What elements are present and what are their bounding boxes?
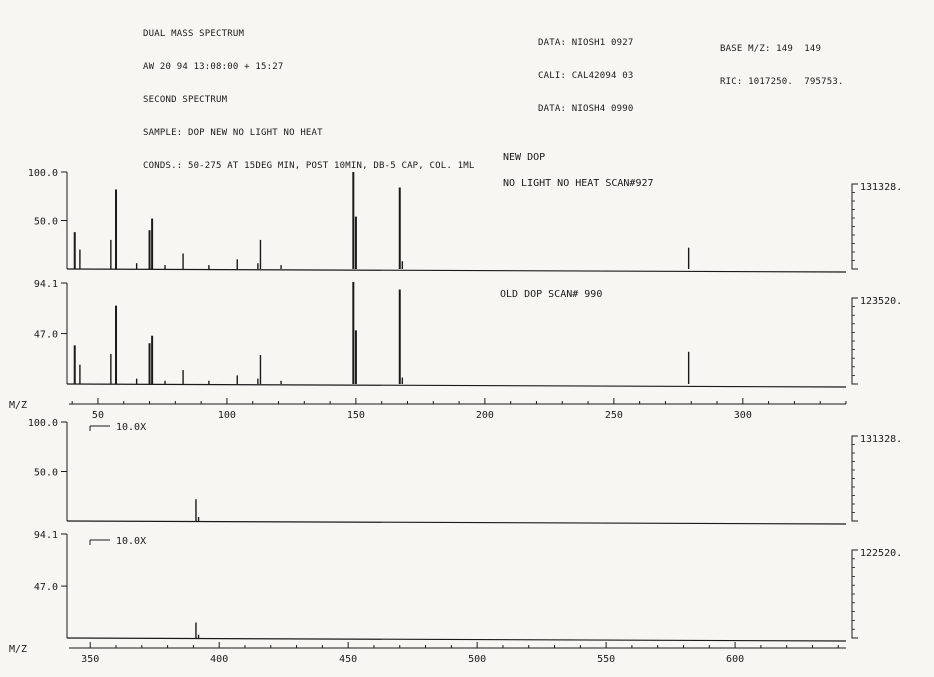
header-line: CALI: CAL42094 03 bbox=[538, 71, 634, 81]
spectrum-baseline bbox=[66, 268, 847, 273]
spectrum-panel-upper-old bbox=[61, 282, 858, 405]
x-tick-label: 500 bbox=[468, 654, 486, 665]
y-tick-label: 47.0 bbox=[34, 330, 58, 341]
x-tick-label: 600 bbox=[726, 654, 744, 665]
x-tick-label: 50 bbox=[92, 410, 104, 421]
y-tick-label: 94.1 bbox=[34, 279, 58, 290]
x-tick-label: 350 bbox=[81, 654, 99, 665]
x-tick-label: 450 bbox=[339, 654, 357, 665]
spectrum-panel-upper-new bbox=[61, 171, 858, 273]
y-tick-label: 47.0 bbox=[34, 582, 58, 593]
header-line: RIC: 1017250. 795753. bbox=[720, 77, 844, 87]
x-axis-label: M/Z bbox=[9, 644, 27, 655]
header-line: DUAL MASS SPECTRUM bbox=[143, 29, 245, 39]
y-tick-label: 50.0 bbox=[34, 468, 58, 479]
header-line: DATA: NIOSH1 0927 bbox=[538, 38, 634, 48]
spectrum-baseline bbox=[66, 520, 847, 525]
x-tick-label: 200 bbox=[476, 410, 494, 421]
intensity-label: 131328. bbox=[860, 434, 902, 445]
y-tick-label: 100.0 bbox=[28, 168, 58, 179]
header-line: DATA: NIOSH4 0990 bbox=[538, 104, 634, 114]
intensity-label: 123520. bbox=[860, 296, 902, 307]
x-axis-label: M/Z bbox=[9, 400, 27, 411]
header-line: SECOND SPECTRUM bbox=[143, 95, 228, 105]
x-tick-label: 100 bbox=[218, 410, 236, 421]
header-line: BASE M/Z: 149 149 bbox=[720, 44, 822, 54]
spectrum-panel-lower-old bbox=[61, 533, 858, 649]
panel-label: NO LIGHT NO HEAT SCAN#927 bbox=[503, 178, 654, 189]
x-tick-label: 150 bbox=[347, 410, 365, 421]
spectrum-panel-lower-new bbox=[61, 421, 858, 525]
spectrum-baseline bbox=[66, 637, 847, 642]
y-tick-label: 94.1 bbox=[34, 530, 58, 541]
magnification-label: 10.0X bbox=[116, 422, 146, 433]
header-line: AW 20 94 13:08:00 + 15:27 bbox=[143, 62, 284, 72]
spectrum-header-base-peak: BASE M/Z: 149 149 RIC: 1017250. 795753. bbox=[720, 22, 844, 99]
intensity-label: 122520. bbox=[860, 548, 902, 559]
x-tick-label: 400 bbox=[210, 654, 228, 665]
x-tick-label: 550 bbox=[597, 654, 615, 665]
spectrum-baseline bbox=[66, 383, 847, 388]
magnification-label: 10.0X bbox=[116, 536, 146, 547]
panel-label: NEW DOP bbox=[503, 152, 545, 163]
spectrum-header-left: DUAL MASS SPECTRUM AW 20 94 13:08:00 + 1… bbox=[143, 7, 475, 183]
y-tick-label: 100.0 bbox=[28, 418, 58, 429]
header-line: SAMPLE: DOP NEW NO LIGHT NO HEAT bbox=[143, 128, 323, 138]
x-tick-label: 250 bbox=[605, 410, 623, 421]
y-tick-label: 50.0 bbox=[34, 217, 58, 228]
header-line: CONDS.: 50-275 AT 15DEG MIN, POST 10MIN,… bbox=[143, 161, 475, 171]
x-tick-label: 300 bbox=[734, 410, 752, 421]
panel-label: OLD DOP SCAN# 990 bbox=[500, 289, 602, 300]
spectrum-header-data-files: DATA: NIOSH1 0927 CALI: CAL42094 03 DATA… bbox=[538, 16, 634, 126]
intensity-label: 131328. bbox=[860, 182, 902, 193]
